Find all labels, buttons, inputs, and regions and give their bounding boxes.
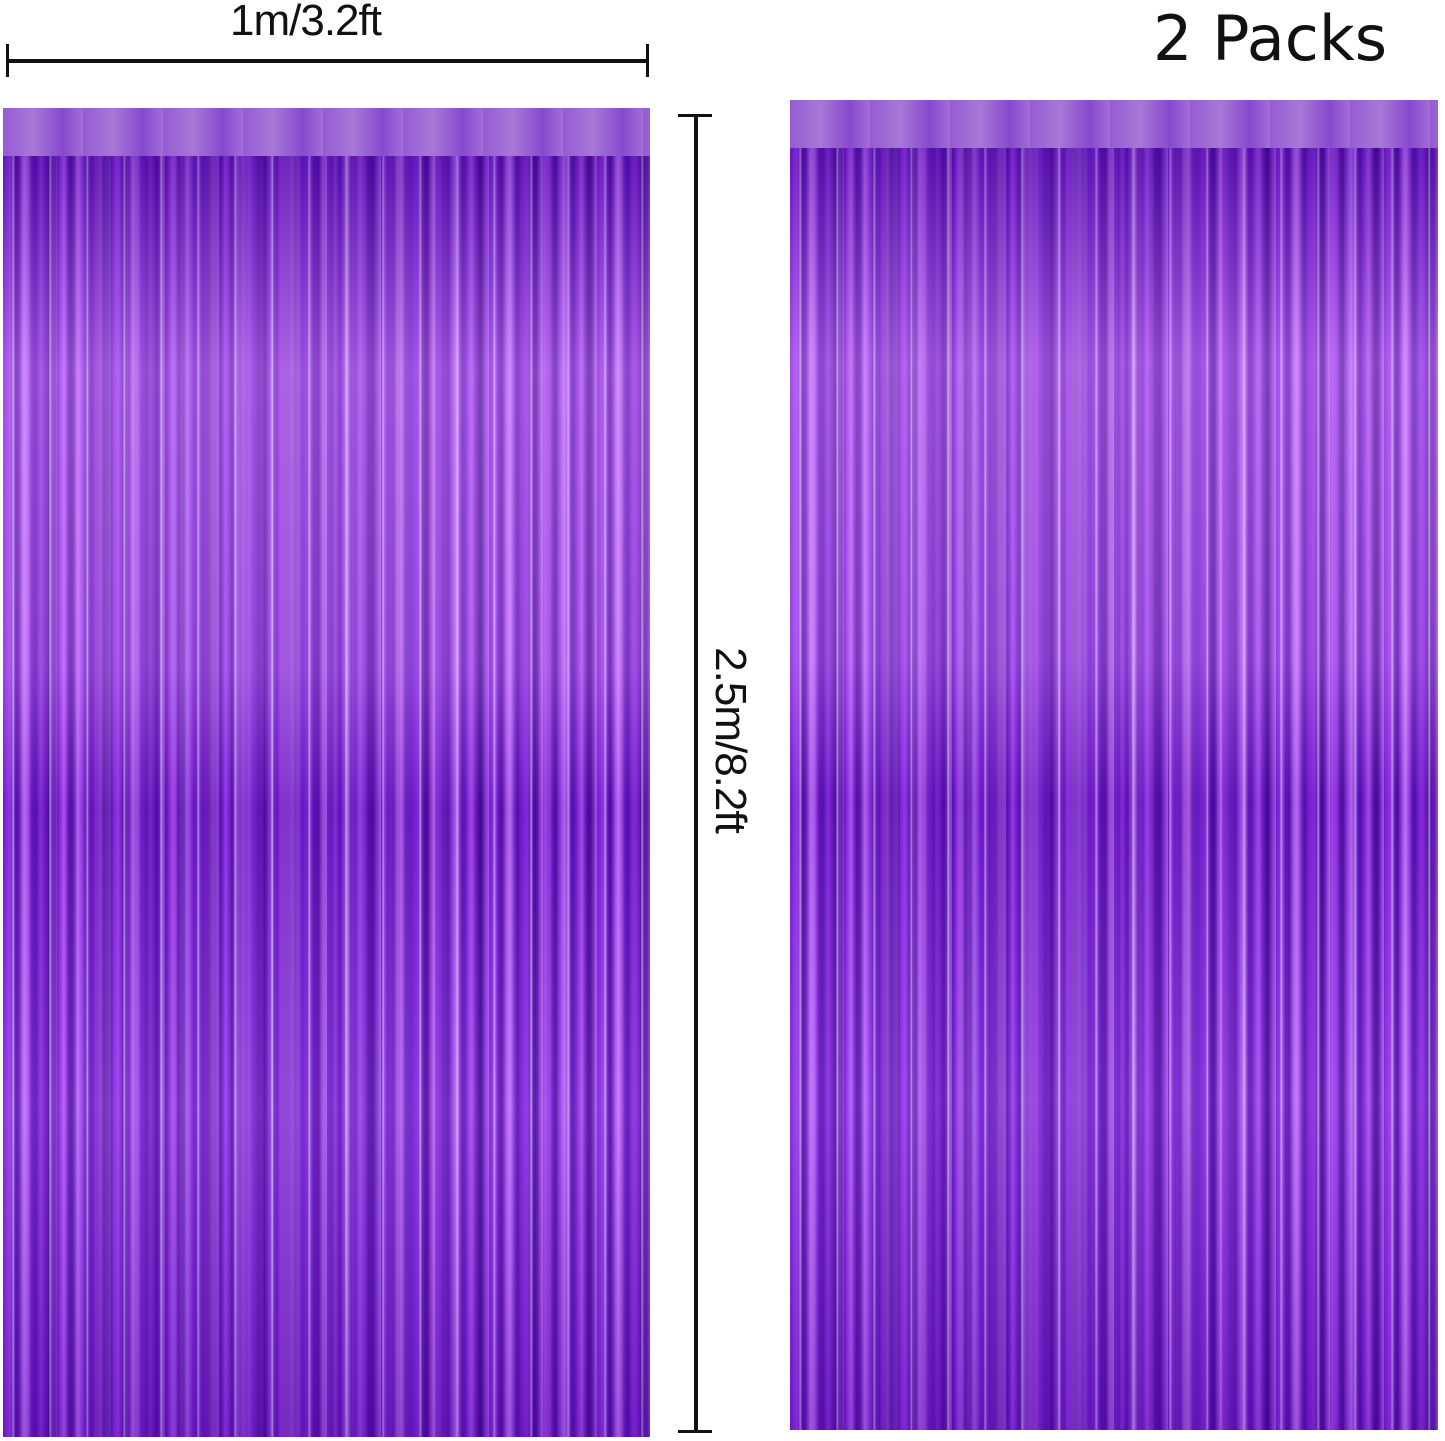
height-dimension-line (694, 115, 698, 1433)
foil-fringe-curtain-left (3, 108, 650, 1437)
height-dimension-tick-bottom (678, 1430, 712, 1433)
height-label: 2.5m/8.2ft (706, 647, 755, 833)
width-dimension-tick-left (6, 44, 9, 77)
height-dimension-tick-top (678, 114, 712, 117)
width-dimension-line (7, 59, 649, 63)
width-dimension-tick-right (646, 44, 649, 77)
width-label: 1m/3.2ft (230, 0, 382, 45)
foil-fringe-curtain-right (790, 100, 1438, 1430)
pack-count-label: 2 Packs (1153, 2, 1388, 75)
